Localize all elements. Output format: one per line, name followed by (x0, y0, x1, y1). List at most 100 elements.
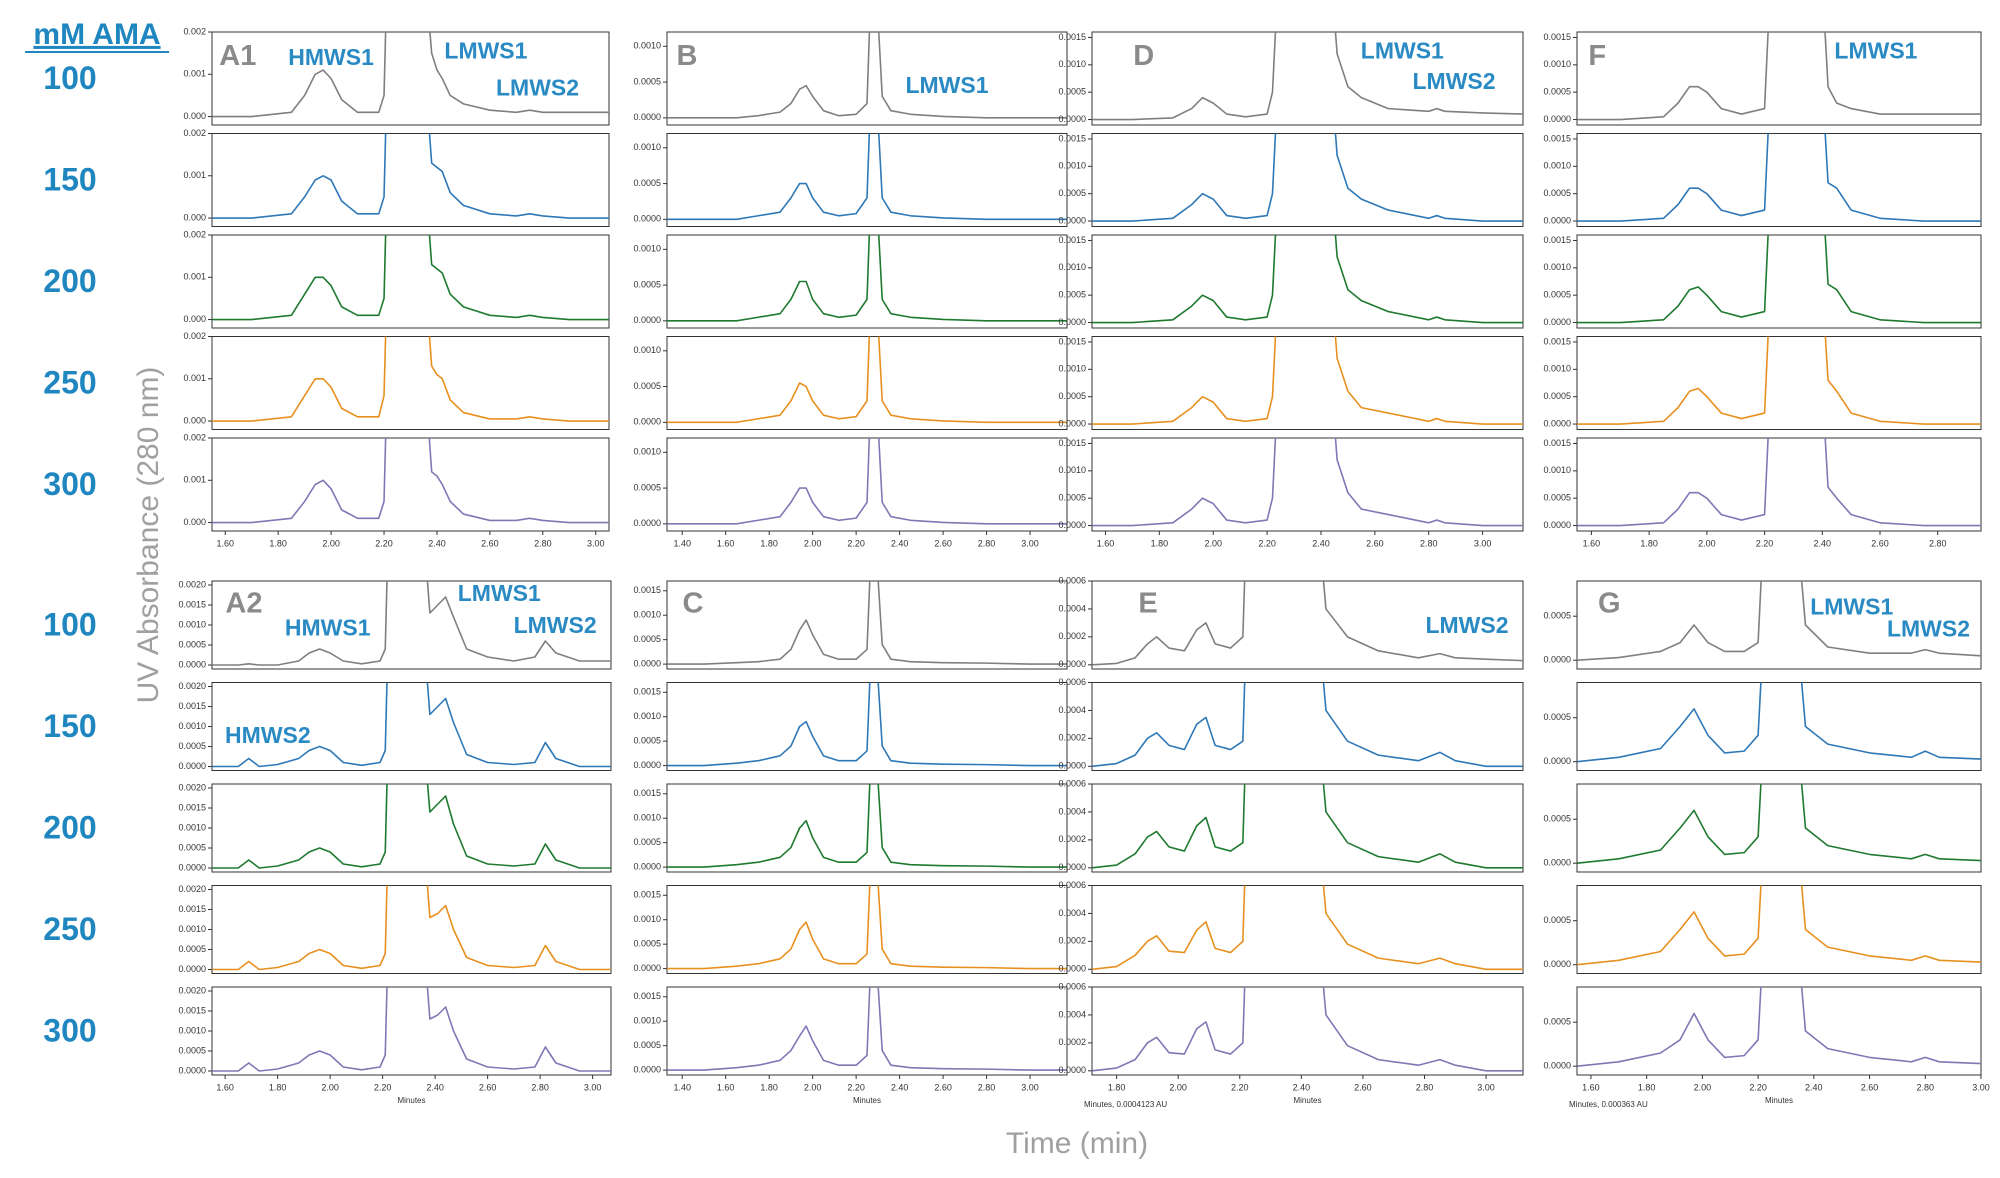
y-tick-label: 0.0000 (633, 861, 661, 871)
y-tick-label: 0.0010 (633, 142, 661, 152)
y-tick-label: 0.0010 (633, 813, 661, 823)
x-axis-title: Time (min) (1006, 1127, 1148, 1160)
y-tick-label: 0.0010 (1543, 262, 1571, 272)
panel-letter: G (1598, 587, 1621, 619)
x-tick-label: 2.20 (375, 538, 393, 548)
y-tick-label: 0.0005 (1543, 611, 1571, 621)
trace (667, 581, 1067, 665)
y-tick-label: 0.0005 (1058, 493, 1086, 503)
x-tick-label: 2.40 (891, 538, 909, 548)
x-tick-label: 1.80 (760, 538, 778, 548)
plot-frame (1576, 783, 1982, 873)
y-tick-label: 0.0015 (633, 585, 661, 595)
y-tick-label: 0.0000 (178, 659, 206, 669)
y-tick-label: 0.0000 (1058, 659, 1086, 669)
trace (1577, 32, 1981, 121)
y-tick-label: 0.0005 (633, 634, 661, 644)
y-tick-label: 0.0020 (178, 782, 206, 792)
y-tick-label: 0.0000 (1058, 215, 1086, 225)
trace (212, 987, 611, 1072)
y-tick-label: 0.0015 (1058, 235, 1086, 245)
y-tick-label: 0.0015 (178, 1005, 206, 1015)
y-tick-label: 0.0010 (1543, 161, 1571, 171)
plot-frame (211, 31, 610, 126)
x-tick-label: 1.60 (216, 1082, 234, 1092)
y-tick-label: 0.0005 (633, 482, 661, 492)
x-tick-label: 2.20 (1258, 538, 1276, 548)
y-tick-label: 0.0005 (633, 1040, 661, 1050)
row-header: mM AMA (33, 18, 160, 51)
trace (667, 682, 1067, 767)
trace (667, 438, 1067, 525)
y-tick-label: 0.0005 (633, 381, 661, 391)
row-label: 150 (43, 708, 96, 744)
y-tick-label: 0.0015 (633, 788, 661, 798)
peak-annotation: LMWS2 (1887, 615, 1970, 641)
x-axis-label: Minutes (397, 1096, 425, 1105)
x-tick-label: 2.00 (322, 538, 340, 548)
x-tick-label: 2.20 (1749, 1082, 1767, 1092)
plot-frame (666, 986, 1068, 1076)
trace (1092, 336, 1523, 425)
y-tick-label: 0.0000 (1058, 761, 1086, 771)
y-tick-label: 0.0000 (633, 112, 661, 122)
plot-frame (211, 437, 610, 532)
y-tick-label: 0.0000 (633, 1064, 661, 1074)
trace (212, 235, 609, 321)
y-tick-label: 0.0010 (178, 822, 206, 832)
x-tick-label: 1.60 (216, 538, 234, 548)
x-tick-label: 1.40 (673, 538, 691, 548)
y-tick-label: 0.0015 (1543, 133, 1571, 143)
y-tick-label: 0.0000 (1543, 114, 1571, 124)
y-tick-label: 0.0000 (633, 214, 661, 224)
plot-frame (1576, 336, 1982, 430)
plot-frame (666, 682, 1068, 771)
y-tick-label: 0.0000 (1543, 1061, 1571, 1071)
peak-annotation: HMWS1 (285, 614, 371, 640)
y-tick-label: 0.001 (183, 475, 206, 485)
x-tick-label: 2.00 (1698, 538, 1716, 548)
plot-frame (1091, 682, 1524, 771)
x-tick-label: 1.60 (717, 1082, 735, 1092)
y-tick-label: 0.0002 (1058, 733, 1086, 743)
y-tick-label: 0.0000 (633, 315, 661, 325)
y-tick-label: 0.0000 (1058, 862, 1086, 872)
x-tick-label: 2.20 (847, 538, 865, 548)
x-tick-label: 1.60 (1583, 538, 1601, 548)
y-tick-label: 0.0005 (633, 279, 661, 289)
y-tick-label: 0.001 (183, 272, 206, 282)
y-tick-label: 0.0005 (1543, 814, 1571, 824)
trace (1577, 885, 1981, 966)
y-tick-label: 0.0005 (1543, 290, 1571, 300)
y-tick-label: 0.0015 (1543, 235, 1571, 245)
y-tick-label: 0.0015 (1058, 32, 1086, 42)
y-tick-label: 0.0005 (633, 939, 661, 949)
y-tick-label: 0.0010 (1058, 465, 1086, 475)
trace (1092, 581, 1523, 666)
x-tick-label: 2.60 (934, 1082, 952, 1092)
y-tick-label: 0.0000 (1543, 858, 1571, 868)
y-tick-label: 0.000 (183, 314, 206, 324)
plot-frame (1091, 234, 1524, 329)
peak-annotation: LMWS2 (1425, 612, 1508, 638)
x-tick-label: 1.60 (1097, 538, 1115, 548)
y-tick-label: 0.0010 (1058, 59, 1086, 69)
x-tick-label: 3.00 (584, 1082, 602, 1092)
y-tick-label: 0.0015 (633, 687, 661, 697)
row-label: 100 (43, 606, 96, 642)
row-label: 300 (43, 1012, 96, 1048)
status-text: Minutes, 0.000363 AU (1569, 1100, 1648, 1109)
peak-annotation: LMWS1 (1810, 593, 1893, 619)
x-tick-label: 2.00 (804, 538, 822, 548)
plot-frame (1091, 986, 1524, 1076)
x-tick-label: 1.40 (673, 1082, 691, 1092)
plot-frame (666, 133, 1068, 227)
trace (1092, 987, 1523, 1072)
y-tick-label: 0.0002 (1058, 936, 1086, 946)
x-tick-label: 2.80 (1420, 538, 1438, 548)
trace (212, 438, 609, 524)
y-tick-label: 0.0010 (633, 41, 661, 51)
plot-frame (1091, 133, 1524, 227)
trace (1092, 438, 1523, 527)
